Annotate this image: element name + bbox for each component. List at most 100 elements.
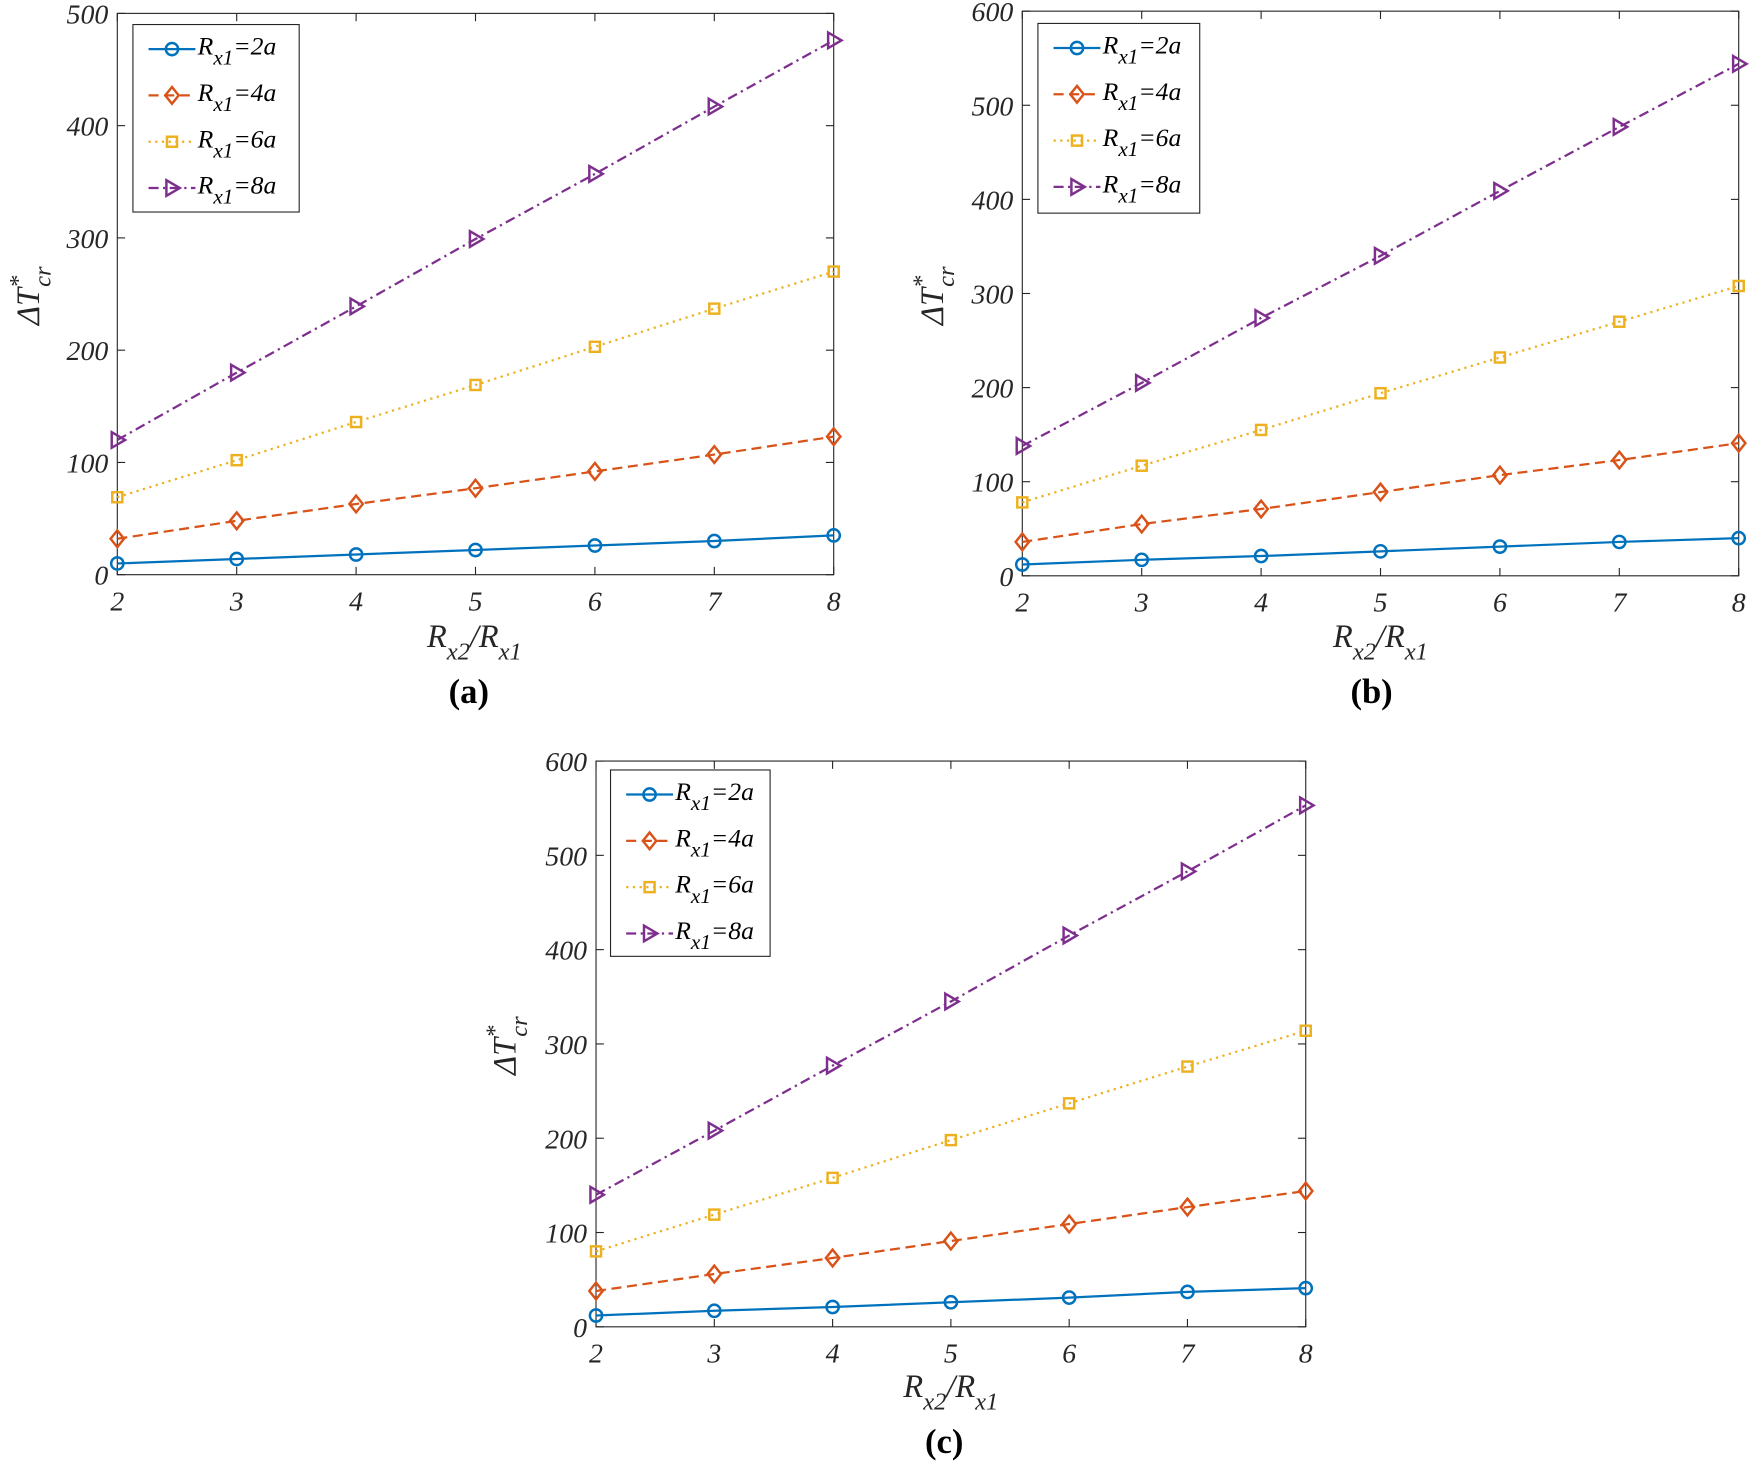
x-tick-label: 3 — [706, 1339, 721, 1370]
data-point — [1731, 530, 1747, 546]
legend-eq: =6a — [233, 124, 276, 153]
legend-r: R — [674, 916, 691, 945]
data-point — [707, 96, 725, 117]
legend-sub: x1 — [1117, 91, 1138, 115]
series-2a — [588, 1280, 1314, 1323]
series-6a — [1016, 279, 1745, 509]
series-6a — [589, 1024, 1312, 1258]
x-tick-label: 2 — [110, 586, 124, 617]
legend-label: Rx1=4a — [674, 823, 754, 861]
data-point — [1298, 1280, 1314, 1296]
data-point — [1135, 459, 1148, 472]
data-point — [825, 1299, 840, 1315]
legend-sub: x1 — [212, 46, 233, 70]
legend-marker — [164, 41, 180, 57]
data-point — [229, 551, 245, 567]
series-8a — [1015, 53, 1749, 456]
legend-r: R — [1102, 169, 1119, 198]
y-label-sup: * — [909, 275, 936, 288]
y-tick-label: 500 — [545, 841, 587, 872]
series-line — [595, 1189, 1306, 1293]
data-point — [1252, 498, 1270, 520]
series-line — [1022, 442, 1739, 544]
legend-marker — [642, 923, 660, 944]
legend-eq: =2a — [711, 777, 754, 806]
data-point — [1372, 481, 1389, 503]
data-point — [826, 1171, 839, 1185]
legend-marker — [642, 787, 657, 802]
y-label-main: ΔT — [487, 1036, 523, 1077]
y-tick-label: 200 — [972, 374, 1014, 405]
legend-item: Rx1=6a — [626, 870, 754, 908]
series-line — [595, 804, 1307, 1196]
x-tick-label: 4 — [349, 586, 363, 617]
data-point — [468, 542, 483, 558]
y-tick-label: 100 — [67, 448, 109, 479]
y-label-sup: * — [481, 1025, 508, 1038]
data-point — [824, 1247, 841, 1269]
legend-item: Rx1=2a — [1053, 31, 1182, 69]
legend-item: Rx1=4a — [148, 78, 276, 116]
data-point — [706, 533, 722, 549]
y-tick-label: 400 — [67, 112, 109, 143]
legend-eq: =4a — [233, 78, 276, 107]
legend-eq: =8a — [711, 916, 754, 945]
chart-panel-1: 2 3 4 5 6 7 80100200300400500600Rx1=2aRx1=4aRx… — [909, 0, 1749, 711]
legend-eq: =4a — [1138, 77, 1181, 106]
x-label-slash: /R — [944, 1368, 975, 1404]
legend-item: Rx1=8a — [626, 916, 754, 954]
data-point — [467, 477, 484, 499]
legend-marker — [165, 178, 183, 198]
x-tick-label: 2 — [1015, 588, 1029, 619]
data-point — [1181, 1060, 1194, 1073]
data-point — [706, 1263, 723, 1285]
legend-label: Rx1=2a — [1102, 31, 1182, 69]
x-label-sub: x1 — [498, 639, 522, 666]
data-point — [1730, 432, 1747, 454]
x-label-sub: x2 — [1352, 639, 1376, 666]
data-point — [347, 493, 365, 515]
data-point — [587, 1280, 605, 1302]
y-label-sup: * — [5, 275, 32, 288]
legend-label: Rx1=4a — [1102, 77, 1182, 115]
series-4a — [1014, 432, 1747, 553]
x-axis-label: Rx2/Rx1 — [1332, 618, 1428, 665]
data-point — [944, 1133, 958, 1147]
legend-r: R — [197, 171, 214, 200]
y-tick-label: 100 — [972, 468, 1014, 499]
x-tick-label: 6 — [1062, 1339, 1076, 1370]
series-8a — [110, 30, 844, 450]
x-label-slash: /R — [468, 618, 499, 654]
legend-r: R — [674, 823, 691, 852]
legend-r: R — [197, 78, 214, 107]
data-point — [707, 1120, 725, 1141]
y-tick-label: 200 — [67, 336, 109, 367]
data-point — [1491, 464, 1509, 486]
legend-item: Rx1=2a — [148, 32, 276, 70]
x-tick-label: 5 — [469, 586, 483, 617]
legend-label: Rx1=6a — [674, 870, 754, 908]
x-tick-label: 8 — [827, 586, 841, 617]
legend-eq: =2a — [233, 32, 276, 61]
data-point — [109, 528, 126, 550]
chart-panel-2: 2 3 4 5 6 7 80100200300400500600Rx1=2aRx1=4aRx… — [481, 747, 1316, 1461]
data-point — [589, 1184, 607, 1205]
data-point — [588, 1308, 604, 1323]
data-point — [1374, 386, 1387, 400]
data-point — [826, 528, 842, 543]
legend-label: Rx1=8a — [674, 916, 754, 954]
series-4a — [587, 1180, 1315, 1302]
series-2a — [109, 528, 842, 571]
data-point — [1180, 861, 1198, 882]
data-point — [1253, 548, 1269, 564]
x-label-sub: x1 — [974, 1388, 998, 1415]
data-point — [1493, 180, 1511, 201]
x-tick-label: 6 — [588, 586, 602, 617]
data-point — [708, 1208, 721, 1221]
series-line — [116, 39, 835, 441]
y-tick-label: 500 — [67, 0, 109, 30]
y-tick-label: 500 — [972, 91, 1014, 122]
series-2a — [1014, 530, 1747, 572]
